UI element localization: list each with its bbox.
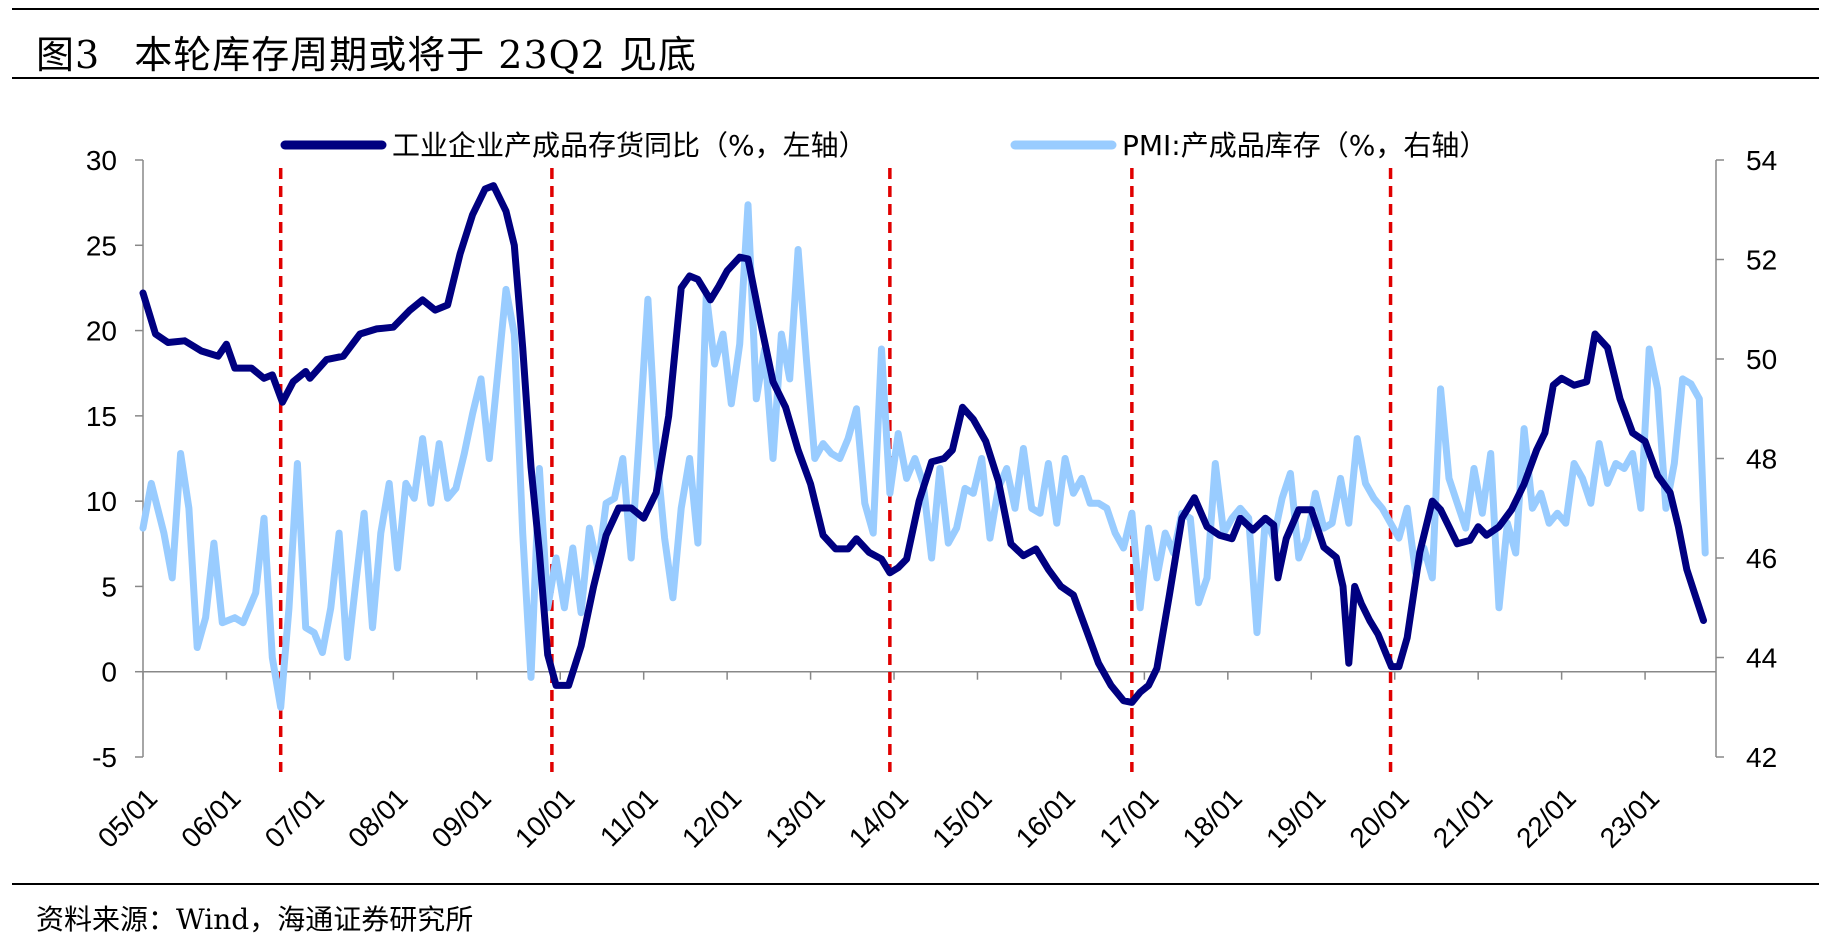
figure-title: 图3 本轮库存周期或将于 23Q2 见底 (36, 24, 697, 79)
x-tick-label: 12/01 (676, 782, 747, 853)
right-tick-label: 42 (1746, 742, 1777, 773)
pmi-inventory-line (139, 201, 1709, 711)
chart-canvas: 工业企业产成品存货同比（%，左轴） PMI:产成品库存（%，右轴） 30 25 20 1… (86, 129, 1777, 854)
x-tick-label: 09/01 (426, 782, 497, 853)
series-lines (139, 182, 1709, 711)
bottom-rule (12, 883, 1819, 885)
legend: 工业企业产成品存货同比（%，左轴） PMI:产成品库存（%，右轴） (280, 129, 1487, 162)
x-tick-label: 14/01 (843, 782, 914, 853)
source-note: 资料来源：Wind，海通证券研究所 (36, 903, 474, 936)
x-tick-label: 13/01 (759, 782, 830, 853)
left-tick-label: 20 (86, 316, 117, 347)
top-rule (12, 8, 1819, 10)
x-tick-label: 22/01 (1510, 782, 1581, 853)
left-tick-label: -5 (92, 742, 117, 773)
right-tick-label: 48 (1746, 444, 1777, 475)
x-tick-label: 06/01 (175, 782, 246, 853)
x-tick-label: 19/01 (1260, 782, 1331, 853)
chart-title: 本轮库存周期或将于 23Q2 见底 (134, 33, 698, 77)
x-tick-label: 15/01 (926, 782, 997, 853)
x-tick-label: 17/01 (1093, 782, 1164, 853)
left-tick-label: 5 (101, 571, 117, 602)
x-tick-label: 20/01 (1343, 782, 1414, 853)
left-tick-label: 30 (86, 145, 117, 176)
reference-lines (278, 168, 1393, 772)
figure-label: 图3 (36, 33, 101, 77)
x-tick-label: 21/01 (1427, 782, 1498, 853)
x-tick-label: 16/01 (1010, 782, 1081, 853)
x-tick-label: 23/01 (1594, 782, 1665, 853)
x-tick-label: 18/01 (1177, 782, 1248, 853)
x-tick-label: 07/01 (259, 782, 330, 853)
left-tick-label: 0 (101, 657, 117, 688)
right-tick-label: 54 (1746, 145, 1777, 176)
right-tick-label: 50 (1746, 344, 1777, 375)
x-tick-label: 08/01 (342, 782, 413, 853)
chart-frame (135, 159, 1724, 758)
x-tick-label: 05/01 (92, 782, 163, 853)
left-tick-label: 10 (86, 486, 117, 517)
left-tick-label: 15 (86, 401, 117, 432)
industrial-inventory-line (139, 182, 1707, 706)
right-tick-label: 52 (1746, 245, 1777, 276)
right-tick-label: 44 (1746, 643, 1777, 674)
left-tick-label: 25 (86, 230, 117, 261)
title-rule (12, 77, 1819, 79)
legend-label-light: PMI:产成品库存（%，右轴） (1122, 129, 1487, 162)
x-tick-label: 10/01 (509, 782, 580, 853)
x-tick-label: 11/01 (594, 782, 664, 852)
legend-label-dark: 工业企业产成品存货同比（%，左轴） (392, 129, 867, 162)
right-tick-label: 46 (1746, 543, 1777, 574)
